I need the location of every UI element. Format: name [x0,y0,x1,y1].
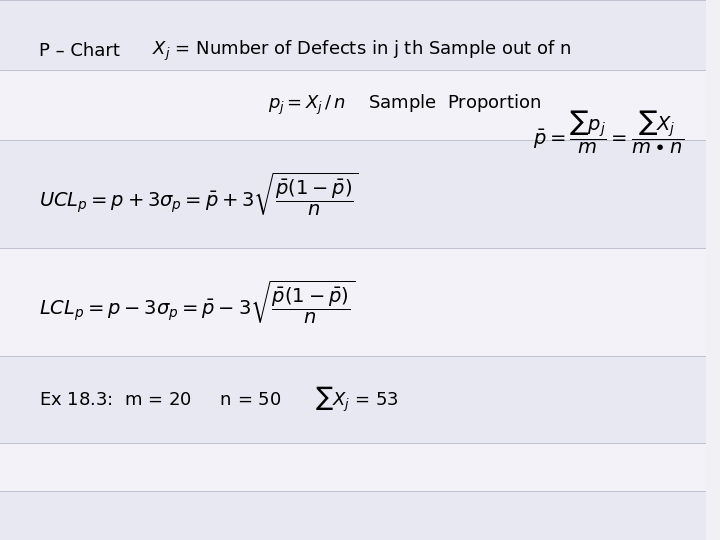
Text: P – Chart: P – Chart [39,42,120,60]
FancyBboxPatch shape [0,443,706,491]
Text: Ex 18.3:  m = 20     n = 50      $\sum X_j$ = 53: Ex 18.3: m = 20 n = 50 $\sum X_j$ = 53 [39,385,398,414]
FancyBboxPatch shape [0,491,706,540]
FancyBboxPatch shape [0,140,706,248]
Text: $p_j = X_j\,/\,n$    Sample  Proportion: $p_j = X_j\,/\,n$ Sample Proportion [268,93,541,117]
FancyBboxPatch shape [0,356,706,443]
FancyBboxPatch shape [0,248,706,356]
FancyBboxPatch shape [0,70,706,140]
FancyBboxPatch shape [0,0,706,70]
Text: $UCL_p = p + 3\sigma_p = \bar{p} + 3\sqrt{\dfrac{\bar{p}(1-\bar{p})}{n}}$: $UCL_p = p + 3\sigma_p = \bar{p} + 3\sqr… [39,171,359,218]
Text: $X_j$ = Number of Defects in j th Sample out of n: $X_j$ = Number of Defects in j th Sample… [152,39,571,63]
Text: $\bar{p} = \dfrac{\sum p_j}{m} = \dfrac{\sum X_j}{m \bullet n}$: $\bar{p} = \dfrac{\sum p_j}{m} = \dfrac{… [533,109,684,156]
Text: $LCL_p = p - 3\sigma_p = \bar{p} - 3\sqrt{\dfrac{\bar{p}(1-\bar{p})}{n}}$: $LCL_p = p - 3\sigma_p = \bar{p} - 3\sqr… [39,279,355,326]
